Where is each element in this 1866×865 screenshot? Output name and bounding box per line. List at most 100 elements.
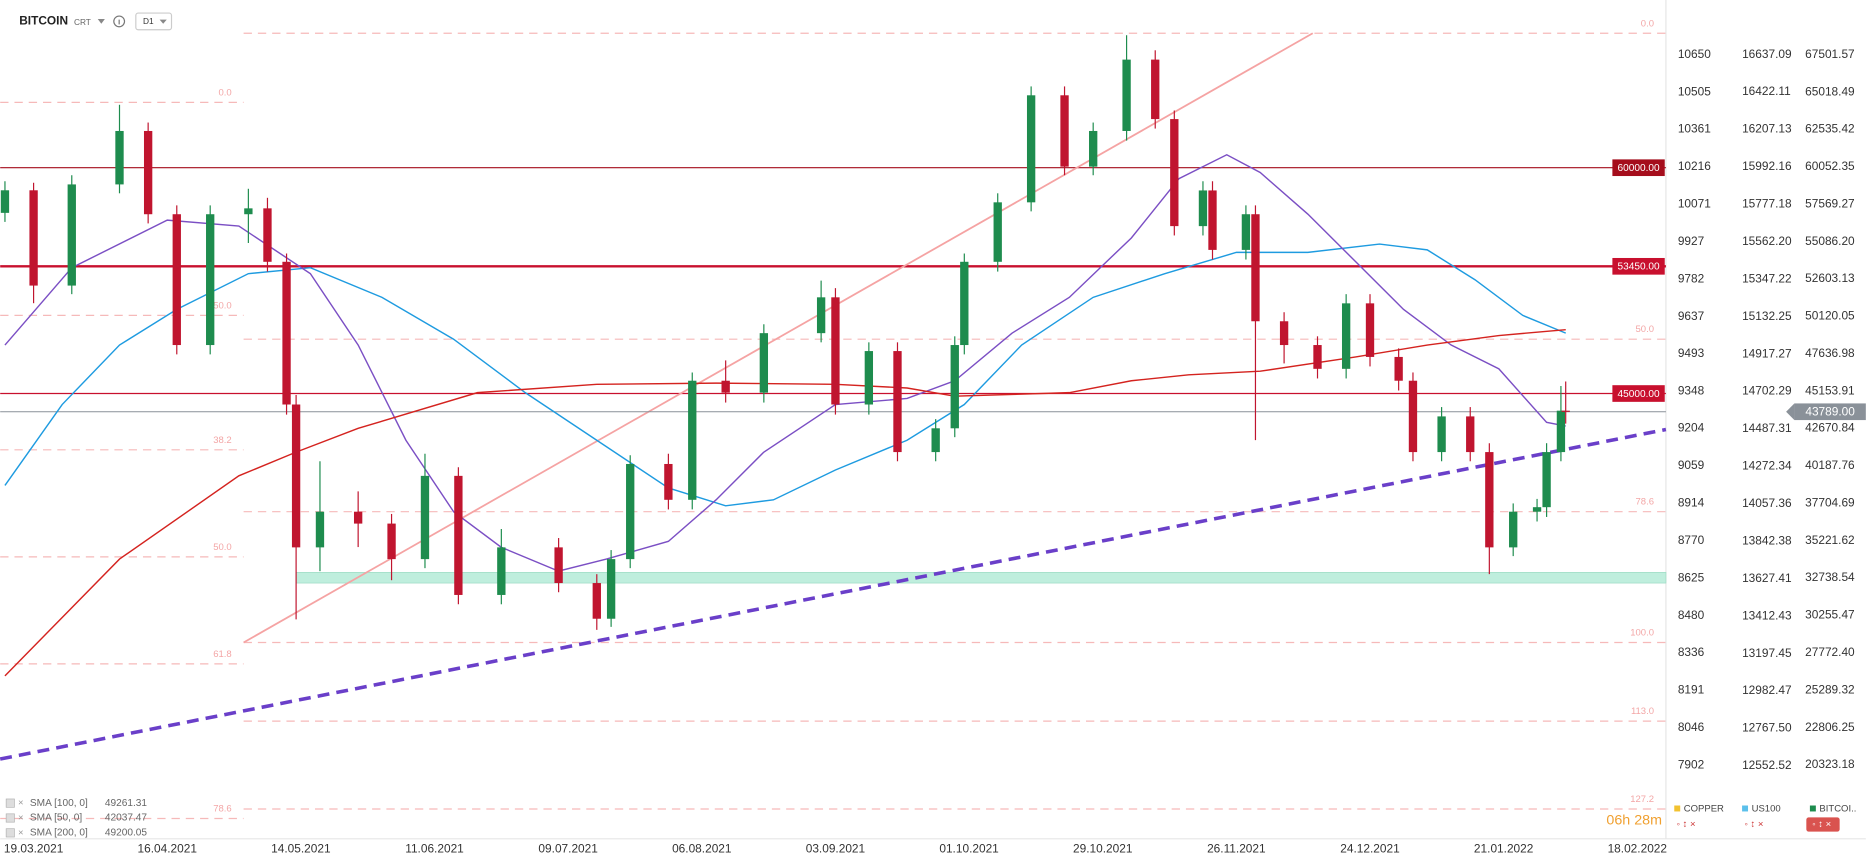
legend-name: SMA [200, 0] <box>30 828 88 839</box>
candle-body <box>143 130 153 215</box>
y-tick-label: 12982.47 <box>1742 683 1792 697</box>
fib-label: 50.0 <box>1636 324 1655 335</box>
y-tick-label: 16422.11 <box>1742 84 1791 98</box>
candle-body <box>1170 119 1179 227</box>
x-tick-label: 29.10.2021 <box>1073 842 1133 856</box>
legend-name: SMA [100, 0] <box>30 798 88 809</box>
candle-body <box>1279 321 1289 346</box>
dropdown-icon[interactable] <box>97 19 105 24</box>
y-tick-label: 8770 <box>1678 533 1705 547</box>
y-tick-label: 35221.62 <box>1805 533 1855 547</box>
x-tick-label: 24.12.2021 <box>1340 842 1400 856</box>
plot-area: 0.0 50.0 38.2 50.0 61.8 78.6 0.0 50.0 78.6 100.0 1… <box>0 18 1667 820</box>
fib-label: 100.0 <box>1630 628 1654 639</box>
candle-body <box>1089 130 1098 167</box>
candle-body <box>1365 303 1375 357</box>
candle-body <box>831 297 840 405</box>
y-tick-label: 15347.22 <box>1742 271 1792 285</box>
fib-label: 0.0 <box>1641 18 1654 29</box>
y-tick-label: 40187.76 <box>1805 458 1855 472</box>
fib-label: 61.8 <box>213 649 232 660</box>
candle-body <box>1198 190 1208 227</box>
moving-average <box>4 243 1567 507</box>
fib-label: 78.6 <box>1636 497 1655 508</box>
candle-body <box>606 559 616 619</box>
instrument-controls[interactable]: ◦ ↕ × <box>1744 819 1763 830</box>
instrument-name: US100 <box>1752 804 1781 815</box>
price-level-tag <box>1612 159 1665 177</box>
y-tick-label: 57569.27 <box>1805 196 1855 210</box>
y-tick-label: 32738.54 <box>1805 570 1855 584</box>
y-tick-label: 9637 <box>1678 309 1704 323</box>
y-tick-label: 13412.43 <box>1742 608 1792 622</box>
current-price-label: 43789.00 <box>1805 404 1855 418</box>
candle-body <box>1509 511 1518 548</box>
price-level-label: 53450.00 <box>1617 262 1660 273</box>
y-tick-label: 10216 <box>1678 159 1711 173</box>
timeframe-box[interactable] <box>135 12 173 31</box>
candle-body <box>931 428 940 453</box>
chart-style[interactable]: CRT <box>74 17 91 27</box>
toolbar[interactable]: BITCOIN CRT D1 <box>19 12 173 31</box>
instrument-button[interactable] <box>1806 817 1840 832</box>
candle-body <box>1556 410 1566 453</box>
y-tick-label: 8046 <box>1678 720 1705 734</box>
legend-icon <box>5 813 15 823</box>
instrument-controls[interactable]: ◦ ↕ × <box>1812 819 1831 830</box>
candle-body <box>387 523 396 560</box>
instrument-name: BITCOI.. <box>1819 804 1856 815</box>
candle-body <box>1241 214 1251 250</box>
candle-body <box>1122 59 1131 131</box>
price-level-label: 60000.00 <box>1617 163 1660 174</box>
candle-body <box>1437 416 1446 453</box>
legend-icon <box>5 798 15 808</box>
candle-body <box>1394 356 1403 381</box>
trendline <box>0 427 1667 761</box>
fib-label: 0.0 <box>218 87 231 98</box>
candle-body <box>244 208 253 215</box>
candle-body <box>1561 410 1570 412</box>
candle-body <box>1151 59 1160 120</box>
y-tick-label: 52603.13 <box>1805 271 1855 285</box>
x-tick-label: 06.08.2021 <box>672 842 732 856</box>
fib-label: 127.2 <box>1630 794 1654 805</box>
y-tick-label: 13197.45 <box>1742 646 1792 660</box>
legend-close: × <box>18 813 24 824</box>
x-tick-label: 26.11.2021 <box>1207 842 1266 856</box>
candle-body <box>454 475 463 595</box>
candle-body <box>1060 95 1069 167</box>
x-tick-label: 21.01.2022 <box>1474 842 1533 856</box>
candle-body <box>688 380 697 500</box>
x-tick-label: 14.05.2021 <box>271 842 331 856</box>
y-tick-label: 47636.98 <box>1805 346 1855 360</box>
info-icon[interactable] <box>113 15 126 28</box>
candle-body <box>497 547 506 595</box>
instrument-controls[interactable]: ◦ ↕ × <box>1677 819 1696 830</box>
candle-body <box>29 190 38 286</box>
candle-body <box>1542 452 1551 508</box>
y-tick-label: 15562.20 <box>1742 234 1792 248</box>
candle-body <box>1313 345 1322 369</box>
candle-body <box>664 463 673 500</box>
y-tick-label: 13842.38 <box>1742 533 1792 547</box>
y-tick-label: 9204 <box>1678 421 1705 435</box>
candle-body <box>626 463 635 560</box>
candle-body <box>1026 95 1036 203</box>
instrument-swatch <box>1742 805 1749 812</box>
y-tick-label: 8625 <box>1678 570 1705 584</box>
y-tick-label: 14702.29 <box>1742 384 1792 398</box>
candle-body <box>1408 380 1418 453</box>
candle-body <box>1485 452 1494 548</box>
y-tick-label: 15992.16 <box>1742 159 1792 173</box>
candle-body <box>263 208 272 262</box>
current-price-tag <box>1786 403 1795 421</box>
y-tick-label: 45153.91 <box>1805 383 1855 397</box>
dropdown-icon[interactable] <box>159 19 167 24</box>
y-tick-label: 22806.25 <box>1805 720 1855 734</box>
y-tick-label: 9059 <box>1678 458 1705 472</box>
y-tick-label: 55086.20 <box>1805 234 1855 248</box>
candle-body <box>67 184 76 286</box>
candle-body <box>816 297 826 334</box>
candle-body <box>721 380 730 393</box>
